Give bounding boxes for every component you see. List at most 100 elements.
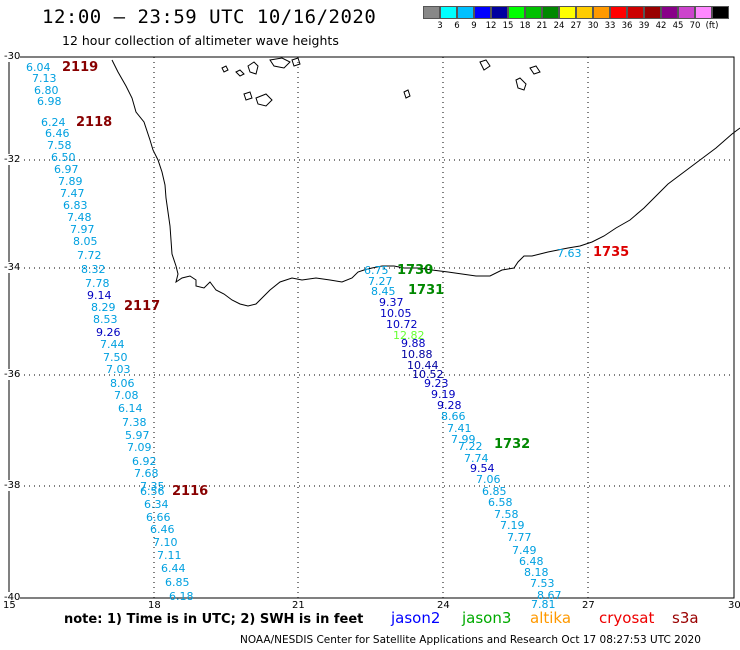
wave-height-point: 5.97 [125,429,150,442]
wave-height-point: 9.37 [379,296,404,309]
wave-height-point: 10.88 [401,348,433,361]
wave-height-point: 7.68 [134,467,159,480]
lon-label: 27 [582,600,595,611]
wave-height-point: 8.29 [91,301,116,314]
wave-height-point: 6.75 [364,264,389,277]
pass-time-label: 2118 [76,115,113,130]
pass-time-label: 1735 [593,245,630,260]
wave-height-point: 7.11 [157,549,182,562]
lon-label: 24 [437,600,450,611]
wave-height-point: 6.66 [146,511,171,524]
lon-label: 18 [148,600,161,611]
wave-height-point: 7.77 [507,531,532,544]
wave-height-point: 6.92 [132,455,157,468]
wave-height-point: 6.46 [150,523,175,536]
scale-swatch [525,6,542,19]
map-title: 12:00 – 23:59 UTC 10/16/2020 [42,6,377,28]
wave-height-point: 8.06 [110,377,135,390]
scale-label: 24 [553,21,565,31]
wave-height-point: 8.05 [73,235,98,248]
wave-height-point: 7.97 [70,223,95,236]
wave-height-point: 6.24 [41,116,66,129]
wave-height-point: 6.85 [482,485,507,498]
wave-height-point: 7.19 [500,519,525,532]
pass-time-label: 2116 [172,484,209,499]
wave-height-point: 10.72 [386,318,418,331]
scale-swatch [559,6,576,19]
scale-label: 12 [485,21,497,31]
wave-height-point: 6.48 [519,555,544,568]
wave-height-point: 7.38 [122,416,147,429]
wave-height-point: 10.05 [380,307,412,320]
coastline [111,57,740,307]
scale-label: 70 [689,21,701,31]
scale-swatch [695,6,712,19]
wave-height-point: 6.85 [165,576,190,589]
wave-height-point: 9.26 [96,326,121,339]
scale-swatch [457,6,474,19]
scale-label: 45 [672,21,684,31]
wave-height-point: 9.54 [470,462,495,475]
pass-time-label: 1731 [408,283,445,298]
wave-height-point: 7.35 [140,480,165,493]
wave-height-point: 7.47 [60,187,85,200]
scale-label: 27 [570,21,582,31]
wave-height-point: 7.72 [77,249,102,262]
credit-line: NOAA/NESDIS Center for Satellite Applica… [240,634,701,646]
wave-height-point: 7.03 [106,363,131,376]
wave-height-point: 7.06 [476,473,501,486]
satellite-legend-s3a: s3a [672,609,699,627]
scale-label: 18 [519,21,531,31]
wave-height-point: 7.13 [32,72,57,85]
lat-label: -32 [4,154,21,165]
wave-height-point: 7.27 [368,275,393,288]
satellite-legend-jason2: jason2 [391,609,441,627]
scale-swatch [678,6,695,19]
wave-height-point: 6.34 [144,498,169,511]
pass-time-label: 2119 [62,60,99,75]
lon-label: 30 [728,600,740,611]
scale-label: 9 [471,21,477,31]
wave-height-point: 6.56 [140,485,165,498]
wave-height-point: 7.78 [85,277,110,290]
scale-label: 33 [604,21,616,31]
wave-height-point: 6.80 [34,84,59,97]
pass-time-label: 1730 [397,263,434,278]
wave-height-point: 8.66 [441,410,466,423]
wave-height-point: 7.53 [530,577,555,590]
wave-height-point: 10.44 [407,359,439,372]
scale-label: 6 [454,21,460,31]
scale-swatch [474,6,491,19]
scale-swatch [508,6,525,19]
wave-height-point: 9.88 [401,337,426,350]
scale-label: 21 [536,21,548,31]
scale-label: (ft) [705,21,719,31]
lat-label: -40 [4,592,21,603]
scale-swatch [610,6,627,19]
wave-height-point: 6.50 [51,151,76,164]
satellite-legend-altika: altika [530,609,572,627]
wave-height-point: 6.98 [37,95,62,108]
wave-height-point: 6.04 [26,61,51,74]
satellite-legend-cryosat: cryosat [599,609,655,627]
scale-label: 15 [502,21,514,31]
wave-height-point: 7.08 [114,389,139,402]
scale-swatch [593,6,610,19]
scale-label: 42 [655,21,667,31]
wave-height-point: 10.52 [412,368,444,381]
footer-note: note: 1) Time is in UTC; 2) SWH is in fe… [64,612,364,627]
wave-height-point: 8.53 [93,313,118,326]
wave-height-point: 7.41 [447,422,472,435]
scale-swatch [542,6,559,19]
wave-height-point: 7.63 [557,247,582,260]
lon-label: 21 [292,600,305,611]
wave-height-point: 6.44 [161,562,186,575]
wave-height-point: 7.58 [494,508,519,521]
wave-height-point: 8.18 [524,566,549,579]
wave-height-point: 9.19 [431,388,456,401]
wave-height-point: 7.74 [464,452,489,465]
wave-height-point: 6.18 [169,590,194,603]
pass-time-label: 1732 [494,437,531,452]
